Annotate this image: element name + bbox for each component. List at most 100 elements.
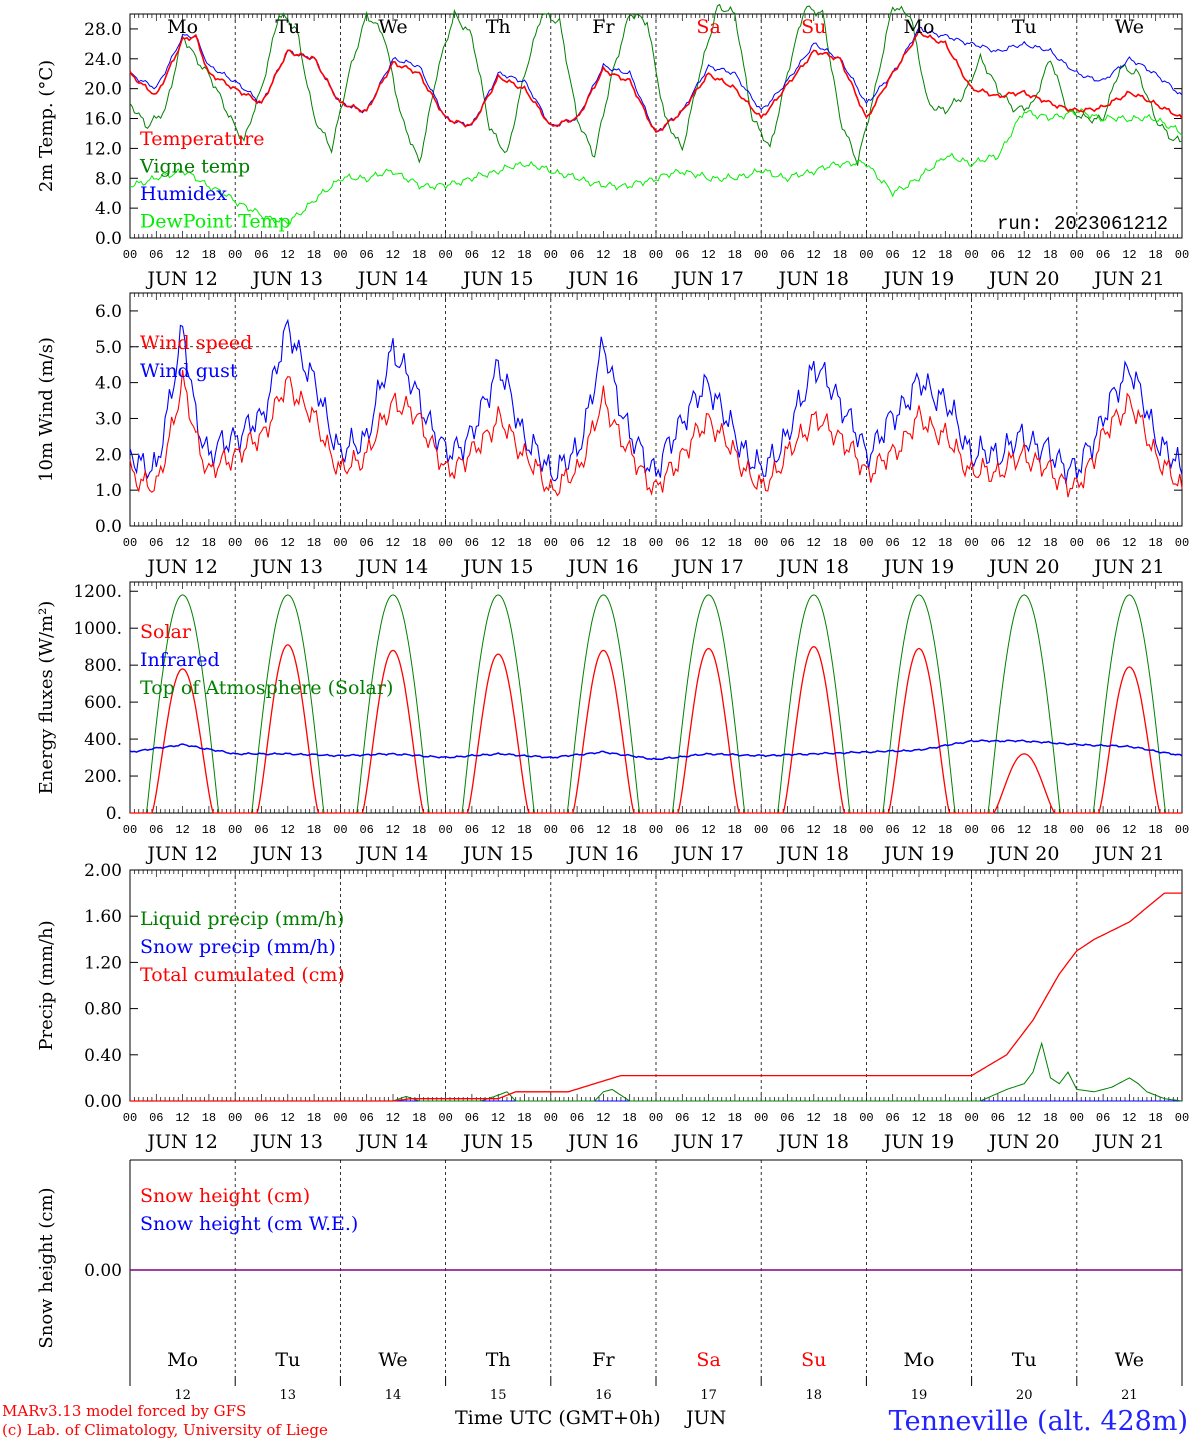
series-wind-gust — [129, 318, 1183, 484]
hour-tick-label: 12 — [386, 823, 400, 837]
hour-tick-label: 06 — [675, 536, 689, 550]
hour-tick-label: 06 — [991, 1111, 1005, 1125]
weekday-label: Tu — [275, 1349, 300, 1371]
hour-tick-label: 00 — [123, 248, 137, 262]
hour-tick-label: 06 — [570, 536, 584, 550]
weekday-label: Fr — [592, 16, 615, 38]
hour-tick-label: 06 — [675, 823, 689, 837]
y-tick-label: 600. — [84, 693, 122, 713]
hour-tick-label: 12 — [807, 536, 821, 550]
date-label: JUN 14 — [356, 1131, 428, 1153]
legend-entry: Top of Atmosphere (Solar) — [140, 677, 393, 699]
precip-panel-y-axis: 0.00 0.40 0.80 1.20 1.60 2.00 Precip (mm/h) — [36, 861, 1182, 1112]
date-label: JUN 20 — [987, 268, 1059, 290]
precip-panel-x-labels: 00 06 12 18 JUN 12 00 06 12 18 JUN 13 00 06 12 18 JUN … — [123, 1111, 1189, 1153]
date-label: JUN 16 — [566, 556, 638, 578]
hour-tick-label: 06 — [570, 1111, 584, 1125]
hour-tick-label: 12 — [1017, 536, 1031, 550]
energy-panel-y-axis: 0. 200. 400. 600. 800. 1000. 1200. Energy fluxe… — [36, 582, 1182, 824]
hour-tick-label: 00 — [123, 1111, 137, 1125]
hour-tick-label: 00 — [754, 248, 768, 262]
y-tick-label: 1200. — [73, 582, 122, 602]
snow-panel-axes: 0.00 Snow height (cm) — [36, 1159, 1183, 1386]
y-tick-label: 12.0 — [84, 139, 122, 159]
hour-tick-label: 06 — [991, 248, 1005, 262]
date-label: JUN 19 — [882, 843, 954, 865]
hour-tick-label: 00 — [859, 248, 873, 262]
legend-entry: Humidex — [140, 183, 227, 205]
hour-tick-label: 18 — [622, 248, 636, 262]
date-label: JUN 14 — [356, 268, 428, 290]
y-tick-label: 16.0 — [84, 110, 122, 130]
hour-tick-label: 12 — [386, 536, 400, 550]
hour-tick-label: 12 — [912, 248, 926, 262]
hour-tick-label: 18 — [622, 1111, 636, 1125]
weekday-label: Fr — [592, 1349, 615, 1371]
day-number-label: 12 — [174, 1388, 191, 1403]
hour-tick-label: 12 — [807, 1111, 821, 1125]
hour-tick-label: 00 — [859, 536, 873, 550]
hour-tick-label: 00 — [1175, 823, 1189, 837]
y-tick-label: 1.20 — [84, 953, 122, 973]
y-tick-label: 0.0 — [95, 229, 122, 249]
date-label: JUN 13 — [251, 843, 323, 865]
hour-tick-label: 06 — [675, 1111, 689, 1125]
hour-tick-label: 18 — [307, 248, 321, 262]
hour-tick-label: 00 — [333, 1111, 347, 1125]
date-label: JUN 17 — [671, 843, 743, 865]
hour-tick-label: 00 — [754, 823, 768, 837]
hour-tick-label: 18 — [938, 248, 952, 262]
hour-tick-label: 18 — [728, 536, 742, 550]
hour-tick-label: 06 — [991, 823, 1005, 837]
hour-tick-label: 18 — [307, 536, 321, 550]
hour-tick-label: 18 — [517, 1111, 531, 1125]
y-tick-label: 0.80 — [84, 1000, 122, 1020]
wind-panel-axes — [129, 292, 1183, 527]
hour-tick-label: 00 — [1175, 536, 1189, 550]
wind-panel-y-axis: 0.0 1.0 2.0 3.0 4.0 5.0 6.0 10m Wind (m/s) — [36, 302, 1182, 537]
hour-tick-label: 12 — [281, 536, 295, 550]
hour-tick-label: 18 — [517, 823, 531, 837]
hour-tick-label: 00 — [544, 1111, 558, 1125]
hour-tick-label: 00 — [123, 823, 137, 837]
y-tick-label: 20.0 — [84, 80, 122, 100]
y-tick-label: 800. — [84, 656, 122, 676]
weekday-label: Su — [801, 16, 826, 38]
hour-tick-label: 06 — [885, 248, 899, 262]
weekday-label: Mo — [904, 1349, 935, 1371]
hour-tick-label: 06 — [780, 248, 794, 262]
hour-tick-label: 12 — [701, 248, 715, 262]
credit-line-1: MARv3.13 model forced by GFS — [2, 1402, 246, 1420]
hour-tick-label: 00 — [333, 248, 347, 262]
hour-tick-label: 12 — [912, 536, 926, 550]
hour-tick-label: 18 — [1043, 536, 1057, 550]
weekday-label: We — [1115, 16, 1144, 38]
hour-tick-label: 12 — [1017, 1111, 1031, 1125]
date-label: JUN 21 — [1092, 843, 1164, 865]
hour-tick-label: 00 — [1070, 536, 1084, 550]
hour-tick-label: 00 — [544, 536, 558, 550]
y-tick-label: 1000. — [73, 619, 122, 639]
date-label: JUN 21 — [1092, 1131, 1164, 1153]
hour-tick-label: 06 — [885, 536, 899, 550]
run-label: run: 2023061212 — [997, 213, 1168, 235]
hour-tick-label: 12 — [1017, 248, 1031, 262]
hour-tick-label: 06 — [149, 536, 163, 550]
day-number-label: 19 — [911, 1388, 928, 1403]
hour-tick-label: 18 — [622, 536, 636, 550]
x-axis-month: JUN — [684, 1407, 726, 1429]
hour-tick-label: 12 — [1122, 823, 1136, 837]
hour-tick-label: 06 — [254, 1111, 268, 1125]
y-tick-label: 0.00 — [84, 1261, 122, 1281]
hour-tick-label: 00 — [1070, 823, 1084, 837]
date-label: JUN 12 — [145, 268, 217, 290]
hour-tick-label: 18 — [412, 823, 426, 837]
hour-tick-label: 18 — [412, 1111, 426, 1125]
y-axis-label: Precip (mm/h) — [36, 920, 57, 1050]
hour-tick-label: 12 — [175, 536, 189, 550]
legend-entry: Vigne temp — [139, 156, 250, 178]
hour-tick-label: 00 — [964, 1111, 978, 1125]
hour-tick-label: 06 — [465, 1111, 479, 1125]
y-tick-label: 0. — [106, 804, 122, 824]
legend-entry: Temperature — [140, 128, 264, 150]
